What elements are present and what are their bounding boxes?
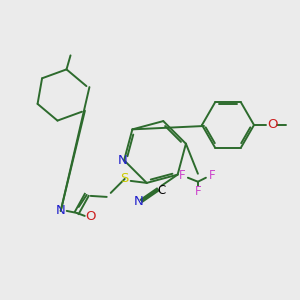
Text: F: F [208,169,215,182]
Text: S: S [121,172,129,185]
Text: O: O [267,118,277,131]
Text: N: N [134,195,143,208]
Text: N: N [118,154,128,167]
Text: F: F [195,185,201,198]
Text: C: C [158,184,166,197]
Text: N: N [56,204,66,218]
Text: F: F [178,169,185,182]
Text: O: O [85,210,96,224]
